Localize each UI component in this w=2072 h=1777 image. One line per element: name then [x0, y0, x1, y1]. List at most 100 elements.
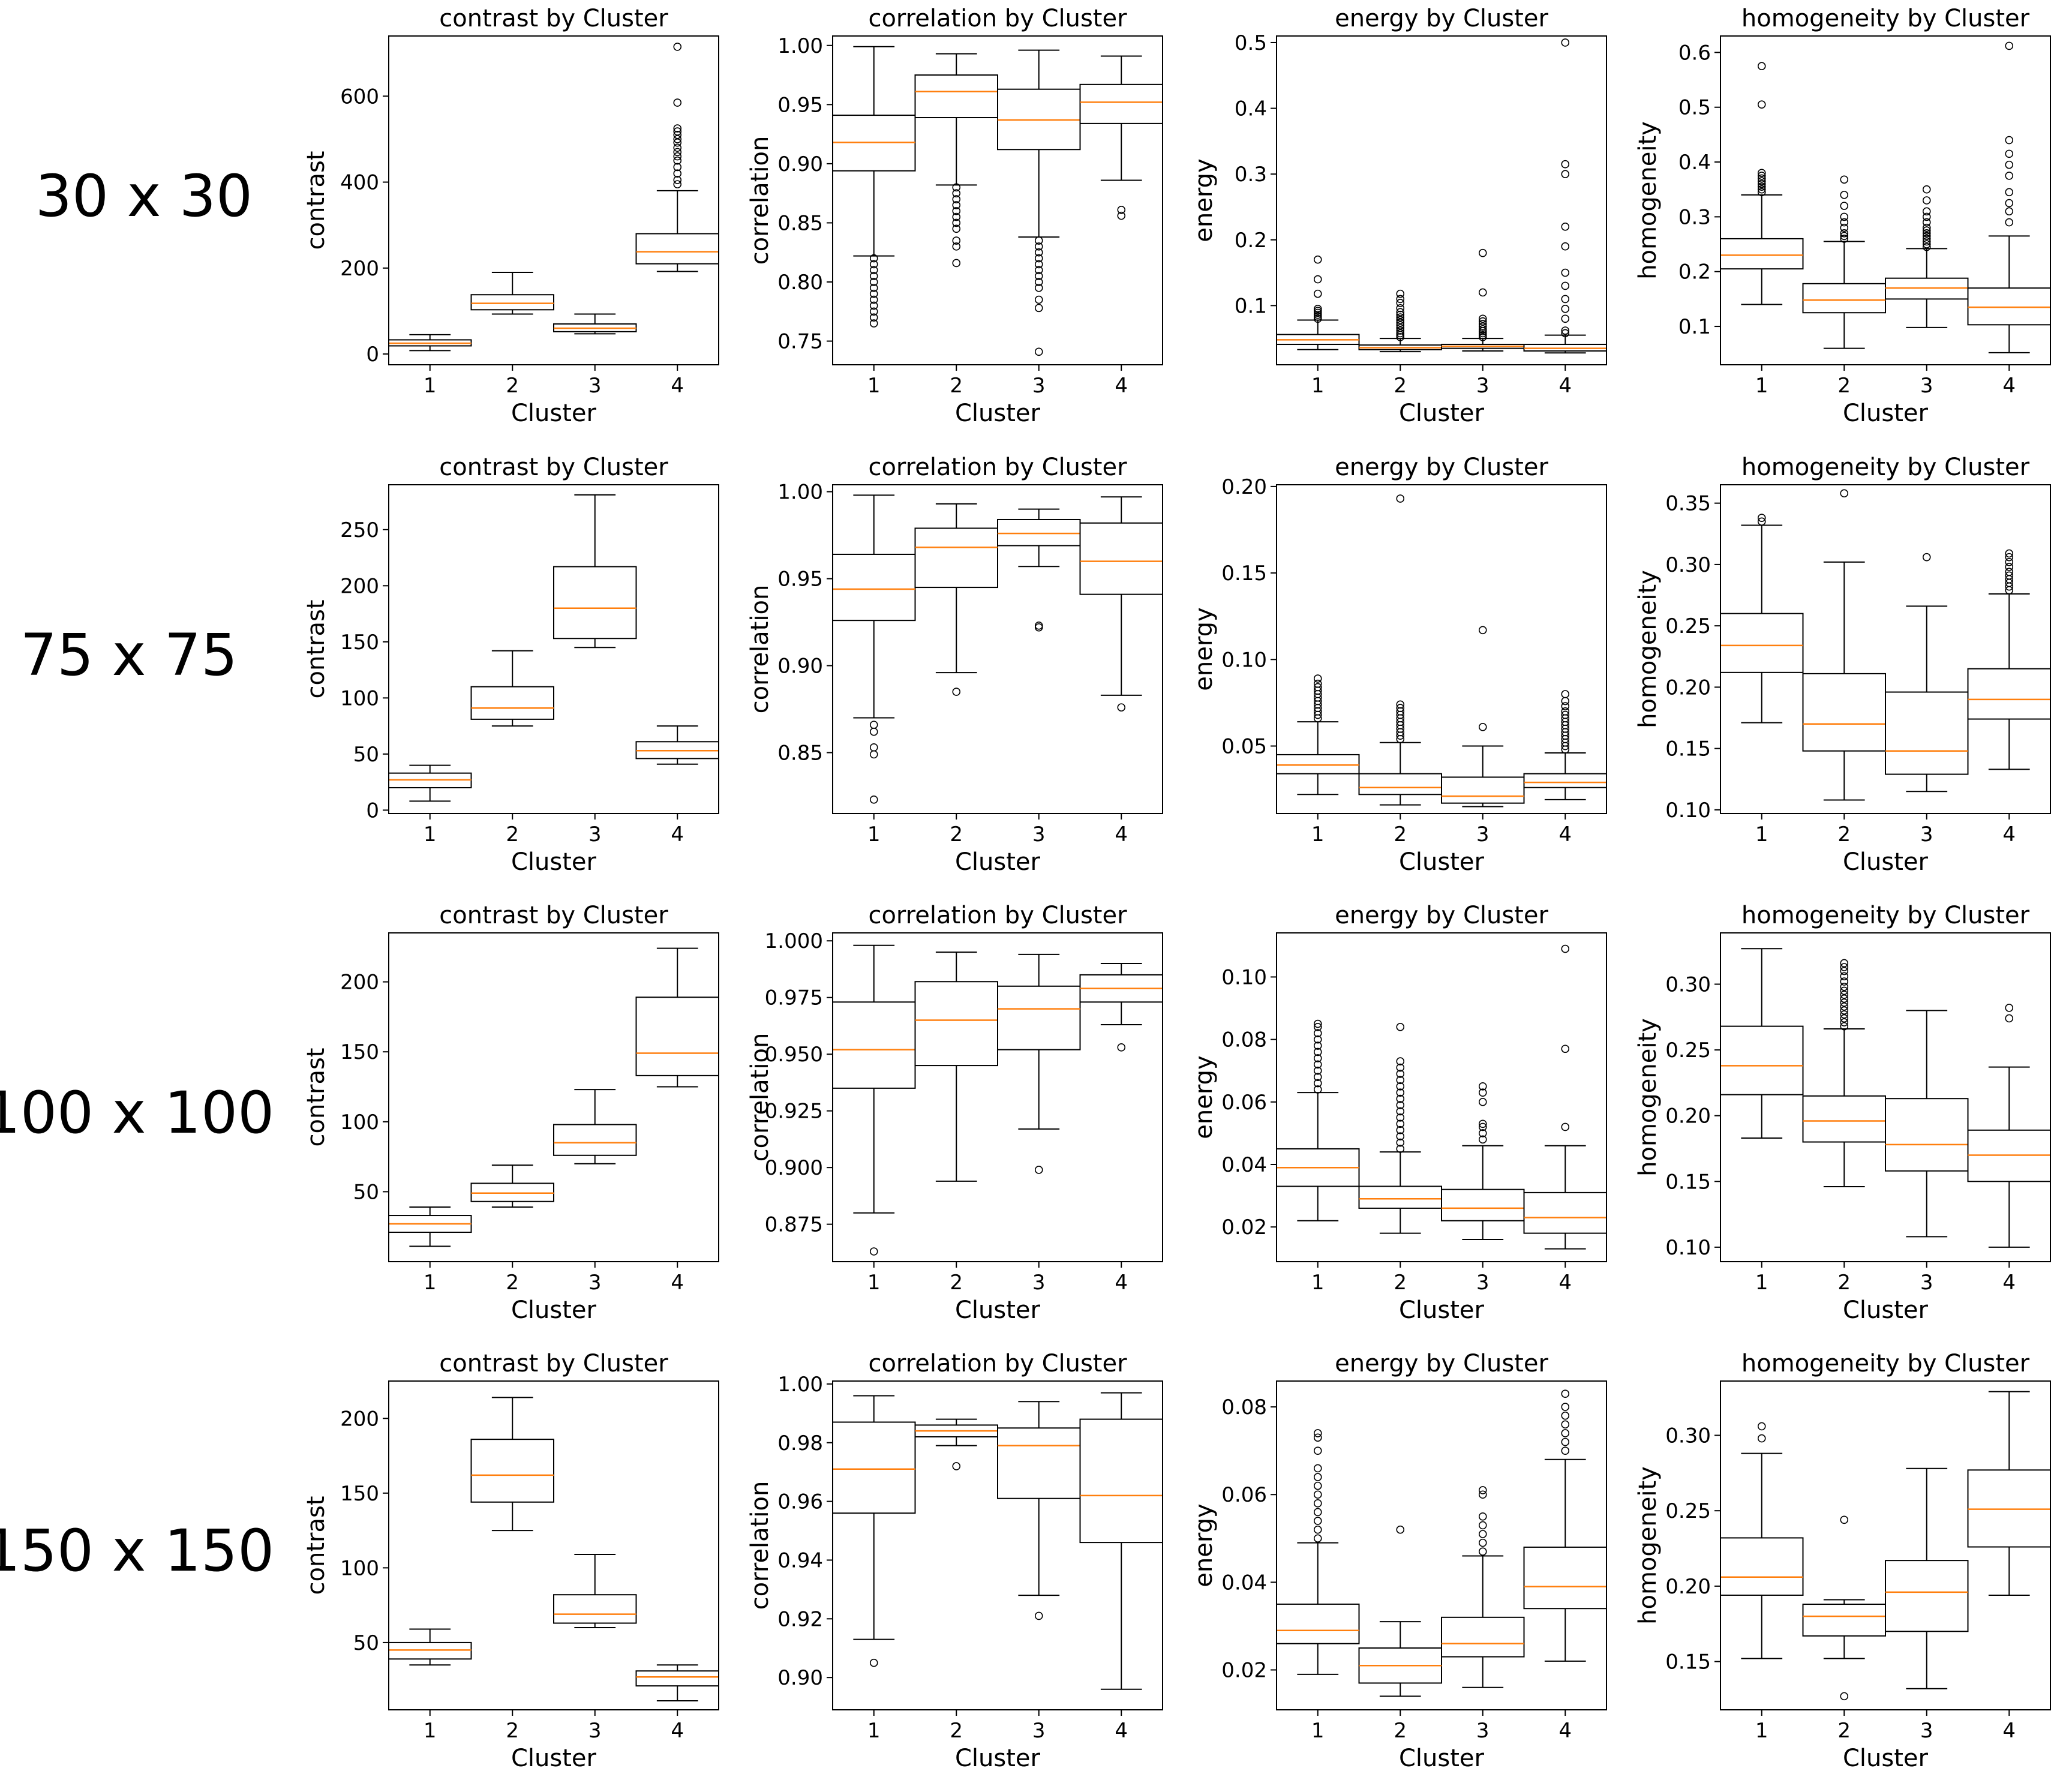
- iqr-box: [997, 985, 1081, 1050]
- y-axis-label: contrast: [302, 151, 330, 250]
- outlier-point: [869, 260, 878, 269]
- iqr-box: [1802, 1095, 1886, 1143]
- outlier-point: [869, 750, 878, 759]
- outlier-point: [1561, 1411, 1570, 1420]
- x-tick-label: 2: [1394, 1271, 1407, 1295]
- box-cluster-3: [1441, 626, 1525, 808]
- y-tick-label: 0.90: [777, 655, 823, 679]
- outlier-point: [1840, 175, 1849, 184]
- plot-frame: [388, 1380, 719, 1710]
- outlier-point: [1396, 1107, 1405, 1116]
- iqr-box: [997, 518, 1081, 547]
- outlier-point: [1034, 272, 1043, 280]
- outlier-point: [1396, 316, 1405, 325]
- panel-title: correlation by Cluster: [868, 1350, 1127, 1377]
- outlier-point: [2005, 549, 2014, 558]
- outlier-point: [952, 242, 961, 251]
- outlier-point: [1034, 266, 1043, 275]
- x-tick-label: 4: [1558, 1719, 1572, 1743]
- outlier-point: [1840, 489, 1849, 498]
- box-cluster-1: [388, 1206, 472, 1247]
- iqr-box: [832, 1001, 916, 1089]
- box-cluster-2: [470, 1397, 554, 1532]
- outlier-point: [673, 148, 682, 157]
- outlier-point: [1561, 281, 1570, 290]
- plot-frame: [1720, 932, 2051, 1262]
- outlier-point: [869, 266, 878, 275]
- outlier-point: [869, 295, 878, 304]
- iqr-box: [1885, 691, 1969, 775]
- outlier-point: [1034, 242, 1043, 251]
- iqr-box: [1802, 283, 1886, 314]
- outlier-point: [1313, 1534, 1322, 1543]
- outlier-point: [952, 201, 961, 209]
- outlier-point: [952, 236, 961, 245]
- iqr-box: [1079, 1418, 1163, 1544]
- outlier-point: [1840, 1002, 1849, 1011]
- box-cluster-4: [1523, 38, 1607, 354]
- outlier-point: [1396, 1138, 1405, 1147]
- panel-title: energy by Cluster: [1335, 5, 1548, 32]
- outlier-point: [1396, 329, 1405, 338]
- plot-frame: [1720, 1380, 2051, 1710]
- x-tick-label: 4: [671, 1719, 684, 1743]
- outlier-point: [1840, 959, 1849, 968]
- outlier-point: [869, 307, 878, 316]
- outlier-point: [1313, 1060, 1322, 1069]
- outlier-point: [1561, 1403, 1570, 1411]
- outlier-point: [1478, 1135, 1487, 1144]
- outlier-point: [1313, 255, 1322, 264]
- outlier-point: [1757, 172, 1766, 180]
- outlier-point: [1313, 275, 1322, 284]
- x-tick-label: 3: [1476, 1271, 1490, 1295]
- outlier-point: [1034, 623, 1043, 632]
- box-cluster-2: [1358, 1525, 1442, 1697]
- outlier-point: [673, 180, 682, 188]
- outlier-point: [1840, 223, 1849, 232]
- outlier-point: [1840, 232, 1849, 241]
- outlier-point: [1840, 986, 1849, 995]
- outlier-point: [1561, 1429, 1570, 1437]
- x-tick-label: 3: [1032, 1719, 1046, 1743]
- x-tick-label: 4: [1115, 823, 1128, 847]
- y-tick-label: 0.20: [1665, 676, 1711, 700]
- panel-4-1: contrast by Cluster 50 100 150 200 1 2 3 4 Cluste…: [302, 1350, 719, 1772]
- outlier-point: [2005, 568, 2014, 576]
- y-tick-label: 0.90: [777, 1666, 823, 1690]
- x-tick-label: 1: [1311, 1271, 1325, 1295]
- iqr-box: [1802, 673, 1886, 752]
- box-cluster-4: [1967, 1391, 2051, 1596]
- x-tick-label: 1: [1311, 823, 1325, 847]
- x-tick-label: 1: [1311, 374, 1325, 398]
- plot-frame: [1276, 1380, 1607, 1710]
- outlier-point: [1757, 517, 1766, 526]
- iqr-box: [914, 981, 998, 1067]
- panel-3-3: energy by Cluster 0.02 0.04 0.06 0.08 0.10 1 2 3…: [1190, 902, 1607, 1324]
- y-tick-label: 0.92: [777, 1607, 823, 1631]
- outlier-point: [1396, 313, 1405, 322]
- outlier-point: [1396, 1088, 1405, 1097]
- iqr-box: [470, 294, 554, 311]
- outlier-point: [1922, 185, 1931, 194]
- outlier-point: [1313, 1481, 1322, 1490]
- x-tick-label: 1: [424, 1719, 437, 1743]
- outlier-point: [869, 1658, 878, 1667]
- y-tick-label: 0.35: [1665, 492, 1711, 516]
- outlier-point: [2005, 149, 2014, 158]
- outlier-point: [1396, 1070, 1405, 1078]
- panel-title: contrast by Cluster: [439, 454, 668, 481]
- outlier-point: [2005, 558, 2014, 566]
- outlier-point: [1840, 1006, 1849, 1015]
- box-cluster-4: [635, 725, 719, 765]
- row-labels: 30 x 30 75 x 75 100 x 100 150 x 150: [0, 163, 274, 1584]
- x-tick-label: 4: [1558, 374, 1572, 398]
- outlier-point: [673, 163, 682, 172]
- y-tick-label: 0.925: [765, 1100, 823, 1124]
- y-tick-label: 0.3: [1235, 163, 1267, 187]
- x-tick-label: 1: [1755, 823, 1768, 847]
- y-axis-label: homogeneity: [1634, 570, 1662, 728]
- x-axis-label: Cluster: [1843, 848, 1929, 876]
- outlier-point: [673, 138, 682, 147]
- outlier-point: [1313, 308, 1322, 317]
